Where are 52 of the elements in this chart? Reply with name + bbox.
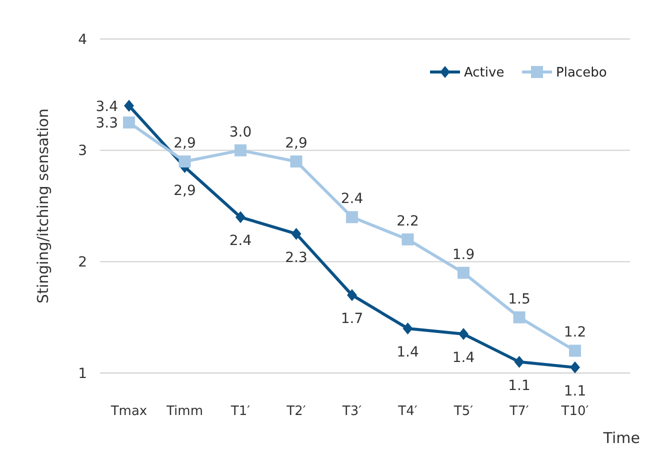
point [402, 233, 414, 246]
data-label: 1.4 [452, 350, 475, 366]
x-tick-label: T2′ [286, 404, 306, 419]
data-label: 1.9 [452, 246, 475, 263]
x-tick-label: T5′ [452, 404, 474, 419]
point [570, 361, 580, 374]
y-tick-label: 3 [78, 143, 87, 160]
point [513, 311, 526, 324]
x-tick-label: T4′ [397, 404, 418, 419]
y-tick-label: 4 [78, 32, 88, 48]
point [291, 228, 302, 240]
data-label: 3.3 [96, 116, 118, 132]
point [123, 116, 135, 128]
data-label: 2,9 [174, 135, 196, 152]
point [290, 155, 302, 168]
point [569, 344, 581, 357]
x-tick-label: T10′ [560, 404, 589, 419]
point [234, 144, 246, 156]
legend-label: Active [464, 66, 504, 81]
x-tick-label: T7′ [508, 404, 529, 419]
point [346, 211, 358, 224]
point [347, 289, 357, 302]
data-label: 1.2 [564, 324, 586, 341]
data-label: 2.2 [396, 213, 419, 230]
data-label: 1.4 [396, 344, 419, 360]
point [514, 356, 524, 368]
y-tick-label: 1 [78, 366, 87, 382]
point [458, 328, 468, 340]
point [124, 100, 134, 112]
data-label: 2.3 [285, 250, 308, 266]
point [236, 211, 246, 224]
y-axis-title: Stinging/itching sensation [34, 108, 52, 304]
point [402, 322, 413, 334]
data-label: 3.4 [96, 98, 118, 115]
x-tick-label: T3′ [341, 404, 362, 419]
point [458, 266, 470, 279]
data-label: 1.5 [508, 291, 530, 308]
x-tick-label: Tmax [110, 404, 148, 419]
point [178, 155, 191, 168]
legend-label: Placebo [556, 66, 607, 81]
data-label: 1.7 [340, 311, 364, 328]
x-tick-label: Timm [166, 404, 203, 419]
y-tick-label: 2 [78, 254, 87, 271]
data-label: 2,9 [285, 135, 308, 152]
data-label: 2.4 [340, 191, 364, 208]
x-axis-title: Time [602, 429, 640, 447]
data-label: 2,9 [174, 183, 196, 200]
data-label: 3.0 [229, 124, 252, 140]
data-label: 2.4 [229, 233, 252, 250]
data-label: 1.1 [564, 383, 586, 400]
data-label: 1.1 [508, 378, 530, 394]
x-tick-label: T1′ [230, 404, 250, 419]
